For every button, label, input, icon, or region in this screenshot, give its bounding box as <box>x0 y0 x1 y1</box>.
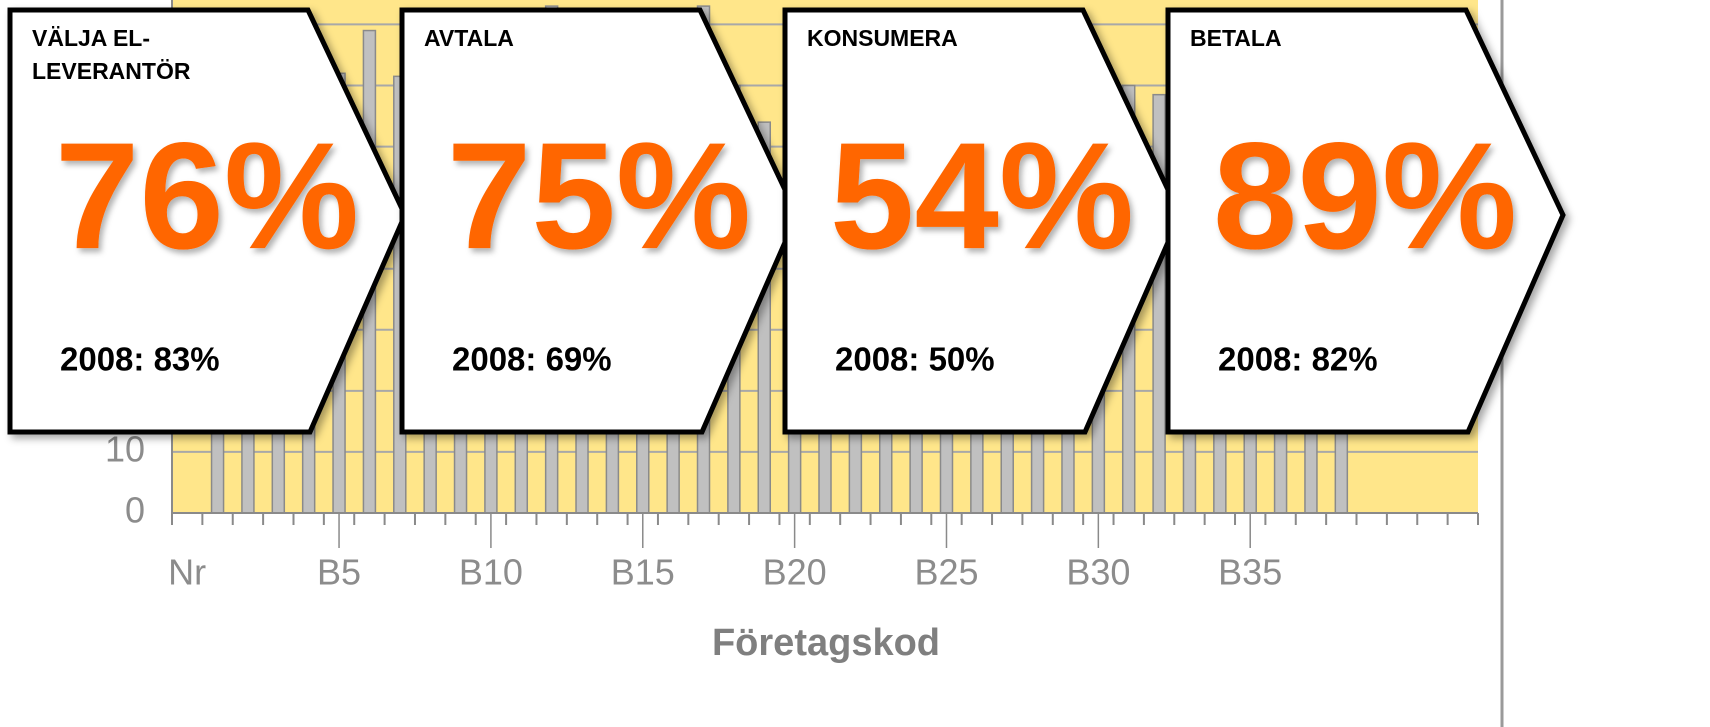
x-tick-label: B25 <box>914 552 978 593</box>
x-tick-label: B20 <box>763 552 827 593</box>
y-tick-label: 10 <box>105 428 145 469</box>
step-percent: 54% <box>830 111 1134 281</box>
step-panel: VÄLJA EL- LEVERANTÖR 76% 2008: 83% <box>7 7 408 435</box>
x-tick-label: B35 <box>1218 552 1282 593</box>
step-title: KONSUMERA <box>807 25 958 51</box>
step-percent: 75% <box>447 111 751 281</box>
step-title: LEVERANTÖR <box>32 58 191 84</box>
chevron <box>399 7 800 435</box>
x-tick-label: B5 <box>317 552 361 593</box>
step-previous: 2008: 50% <box>835 341 995 378</box>
y-tick-label: 0 <box>125 490 145 531</box>
step-title: VÄLJA EL- <box>32 25 150 51</box>
step-previous: 2008: 83% <box>60 341 220 378</box>
chevron <box>782 7 1183 435</box>
step-title: AVTALA <box>424 25 514 51</box>
x-tick-label: B15 <box>611 552 675 593</box>
step-previous: 2008: 69% <box>452 341 612 378</box>
step-previous: 2008: 82% <box>1218 341 1378 378</box>
step-title: BETALA <box>1190 25 1282 51</box>
x-tick-label: B30 <box>1066 552 1130 593</box>
step-panel: BETALA 89% 2008: 82% <box>1165 7 1566 435</box>
step-percent: 76% <box>55 111 359 281</box>
step-panel: KONSUMERA 54% 2008: 50% <box>782 7 1183 435</box>
x-tick-label: B10 <box>459 552 523 593</box>
x-axis-title: Företagskod <box>712 622 940 664</box>
x-tick-label: Nr <box>168 552 206 593</box>
chevron <box>7 7 408 435</box>
chevron <box>1165 7 1566 435</box>
step-panel: AVTALA 75% 2008: 69% <box>399 7 800 435</box>
step-percent: 89% <box>1213 111 1517 281</box>
